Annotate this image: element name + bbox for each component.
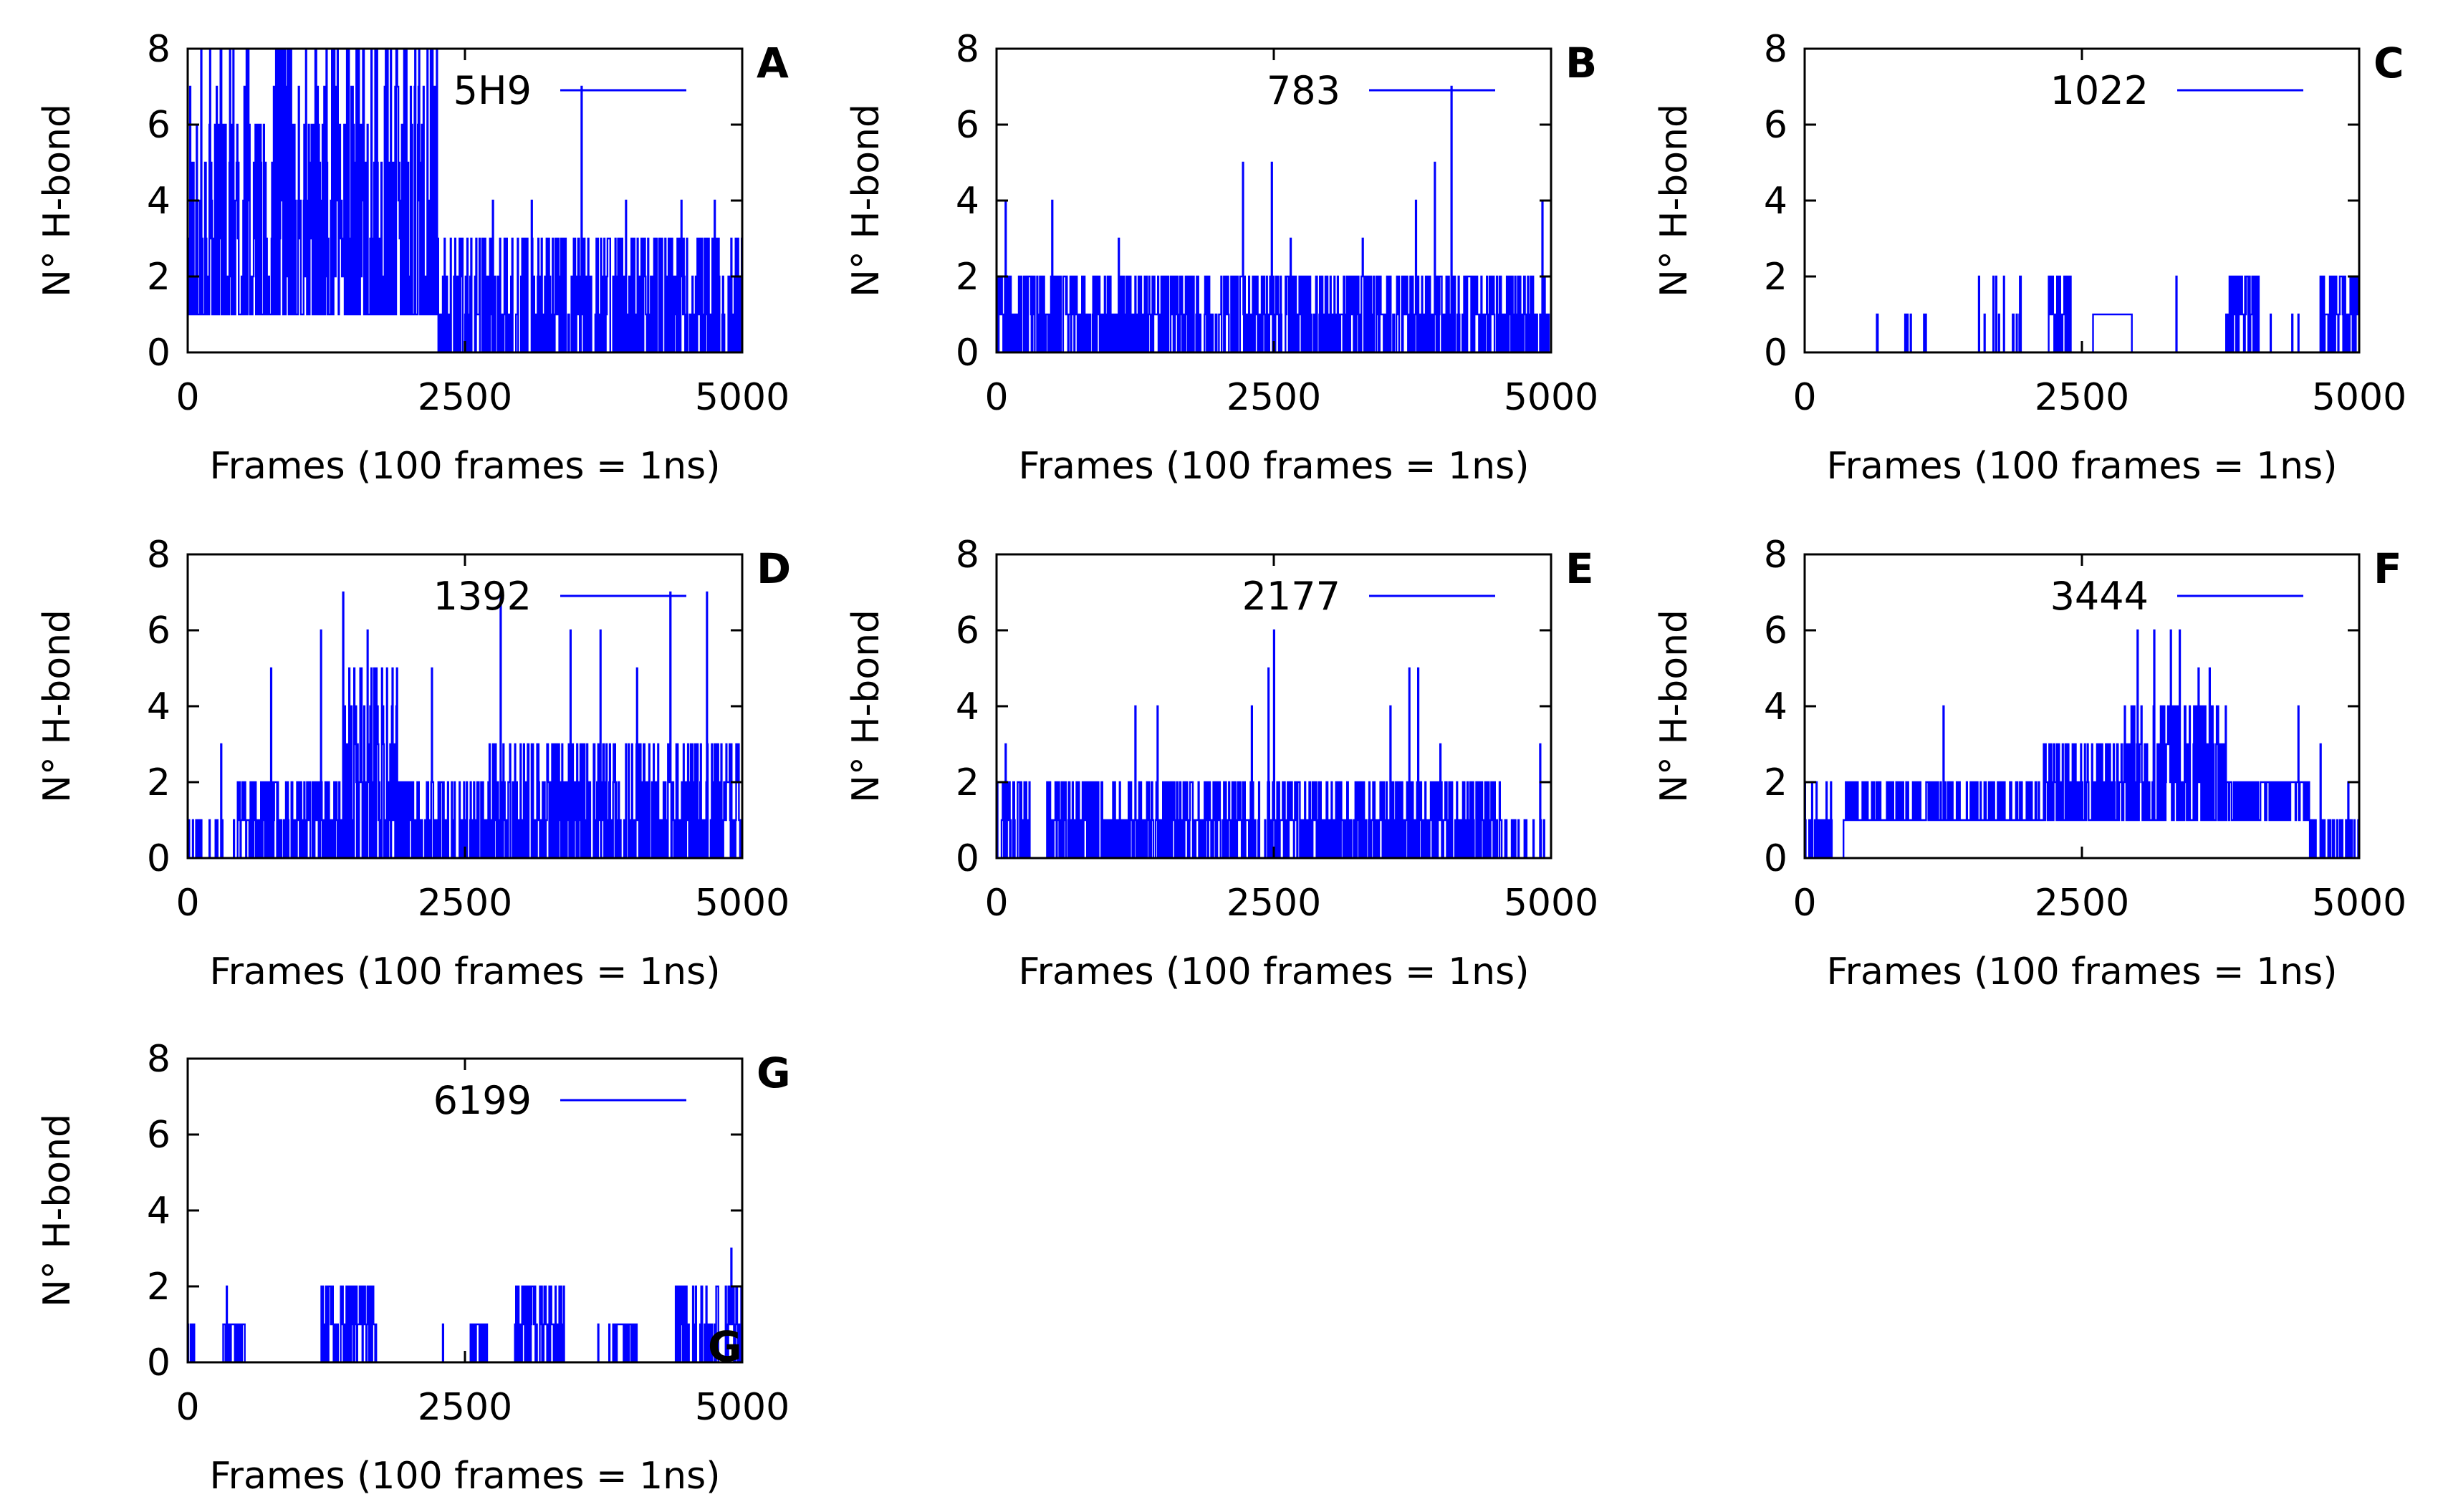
y-tick-label: 6	[1764, 610, 1787, 653]
x-tick-label: 0	[1792, 376, 1816, 419]
panel-letter: C	[2374, 39, 2404, 87]
y-tick-label: 0	[1764, 332, 1787, 375]
y-tick-label: 8	[147, 1038, 171, 1081]
y-tick-label: 6	[956, 610, 979, 653]
legend-label: 5H9	[453, 68, 532, 113]
y-tick-label: 4	[956, 685, 979, 728]
x-tick-label: 0	[176, 882, 199, 925]
panel-letter-overlap: G	[708, 1322, 742, 1371]
y-tick-label: 4	[956, 180, 979, 223]
panel-letter: E	[1565, 544, 1594, 593]
legend-label: 2177	[1242, 574, 1340, 619]
x-tick-label: 0	[1792, 882, 1816, 925]
y-tick-label: 6	[147, 1114, 171, 1157]
y-axis-label: N° H-bond	[1653, 610, 1696, 803]
y-tick-label: 8	[956, 534, 979, 577]
x-tick-label: 5000	[695, 1386, 789, 1429]
x-tick-label: 5000	[695, 376, 789, 419]
y-tick-label: 0	[956, 332, 979, 375]
x-tick-label: 2500	[418, 882, 512, 925]
panel-f: 0 2 4 6 8 0 2500 5000 Frames (100 frames = 1ns) N…	[1653, 534, 2406, 993]
x-tick-label: 0	[176, 1386, 199, 1429]
x-axis-label: Frames (100 frames = 1ns)	[209, 1455, 720, 1498]
y-tick-label: 2	[956, 761, 979, 804]
legend-label: 3444	[2050, 574, 2149, 619]
panel-letter: B	[1565, 39, 1597, 87]
y-tick-label: 0	[147, 837, 171, 880]
panel-d: 0 2 4 6 8 0 2500 5000 Frames (100 frames = 1ns) N…	[36, 534, 791, 993]
panel-letter: D	[757, 544, 791, 593]
series-line-d	[188, 591, 743, 859]
y-axis-label: N° H-bond	[845, 104, 888, 297]
panel-letter: A	[757, 39, 789, 87]
y-tick-label: 6	[147, 104, 171, 147]
y-tick-label: 8	[1764, 28, 1787, 71]
x-tick-label: 0	[984, 376, 1008, 419]
y-tick-label: 2	[1764, 256, 1787, 299]
x-tick-label: 2500	[2035, 376, 2129, 419]
y-axis-label: N° H-bond	[36, 104, 79, 297]
x-axis-label: Frames (100 frames = 1ns)	[1826, 445, 2337, 488]
x-tick-label: 5000	[2312, 882, 2406, 925]
y-tick-label: 0	[147, 1342, 171, 1385]
series-line-b	[996, 85, 1551, 354]
series-line-e	[997, 629, 1551, 859]
x-axis-label: Frames (100 frames = 1ns)	[1826, 950, 2337, 993]
x-tick-label: 5000	[2312, 376, 2406, 419]
x-tick-label: 2500	[1227, 376, 1321, 419]
x-tick-label: 2500	[2035, 882, 2129, 925]
x-axis-label: Frames (100 frames = 1ns)	[209, 950, 720, 993]
x-tick-label: 5000	[1504, 882, 1598, 925]
x-tick-label: 5000	[695, 882, 789, 925]
x-axis-label: Frames (100 frames = 1ns)	[1018, 950, 1529, 993]
y-tick-label: 2	[1764, 761, 1787, 804]
y-tick-label: 6	[1764, 104, 1787, 147]
series-line-f	[1804, 629, 2360, 859]
y-tick-label: 8	[147, 534, 171, 577]
y-tick-label: 4	[1764, 685, 1787, 728]
y-tick-label: 4	[147, 180, 171, 223]
x-tick-label: 0	[984, 882, 1008, 925]
y-tick-label: 4	[147, 1190, 171, 1233]
y-tick-label: 0	[1764, 837, 1787, 880]
y-tick-label: 4	[1764, 180, 1787, 223]
panel-b: 0 2 4 6 8 0 2500 5000 Frames (100 frames = 1ns) N…	[845, 28, 1598, 488]
y-tick-label: 2	[147, 256, 171, 299]
legend-label: 1022	[2050, 68, 2149, 113]
legend-label: 783	[1267, 68, 1340, 113]
y-tick-label: 8	[1764, 534, 1787, 577]
panel-letter: G	[757, 1049, 791, 1097]
panel-c: 0 2 4 6 8 0 2500 5000 Frames (100 frames = 1ns) N…	[1653, 28, 2406, 488]
y-axis-label: N° H-bond	[1653, 104, 1696, 297]
legend-label: 1392	[433, 574, 532, 619]
y-tick-label: 2	[956, 256, 979, 299]
panel-letter: F	[2374, 544, 2402, 593]
x-tick-label: 5000	[1504, 376, 1598, 419]
legend-label: 6199	[433, 1078, 532, 1123]
series-line-g	[187, 1247, 742, 1364]
y-tick-label: 0	[956, 837, 979, 880]
panel-e: 0 2 4 6 8 0 2500 5000 Frames (100 frames = 1ns) N…	[845, 534, 1598, 993]
x-axis-label: Frames (100 frames = 1ns)	[209, 445, 720, 488]
x-tick-label: 2500	[418, 376, 512, 419]
y-axis-label: N° H-bond	[36, 1114, 79, 1307]
y-tick-label: 6	[147, 610, 171, 653]
y-tick-label: 8	[956, 28, 979, 71]
x-tick-label: 2500	[418, 1386, 512, 1429]
x-tick-label: 0	[176, 376, 199, 419]
y-tick-label: 8	[147, 28, 171, 71]
y-axis-label: N° H-bond	[845, 610, 888, 803]
y-tick-label: 0	[147, 332, 171, 375]
y-tick-label: 6	[956, 104, 979, 147]
panel-a: 0 2 4 6 8 0 2500 5000 Frames (100 frames = 1ns) N…	[36, 28, 789, 488]
x-tick-label: 2500	[1227, 882, 1321, 925]
x-axis-label: Frames (100 frames = 1ns)	[1018, 445, 1529, 488]
y-tick-label: 2	[147, 761, 171, 804]
panel-g: 0 2 4 6 8 0 2500 5000 Frames (100 frames = 1ns) N…	[36, 1038, 791, 1498]
y-axis-label: N° H-bond	[36, 610, 79, 803]
y-tick-label: 2	[147, 1266, 171, 1309]
y-tick-label: 4	[147, 685, 171, 728]
